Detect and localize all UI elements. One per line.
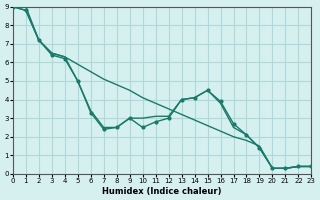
X-axis label: Humidex (Indice chaleur): Humidex (Indice chaleur)	[102, 187, 222, 196]
